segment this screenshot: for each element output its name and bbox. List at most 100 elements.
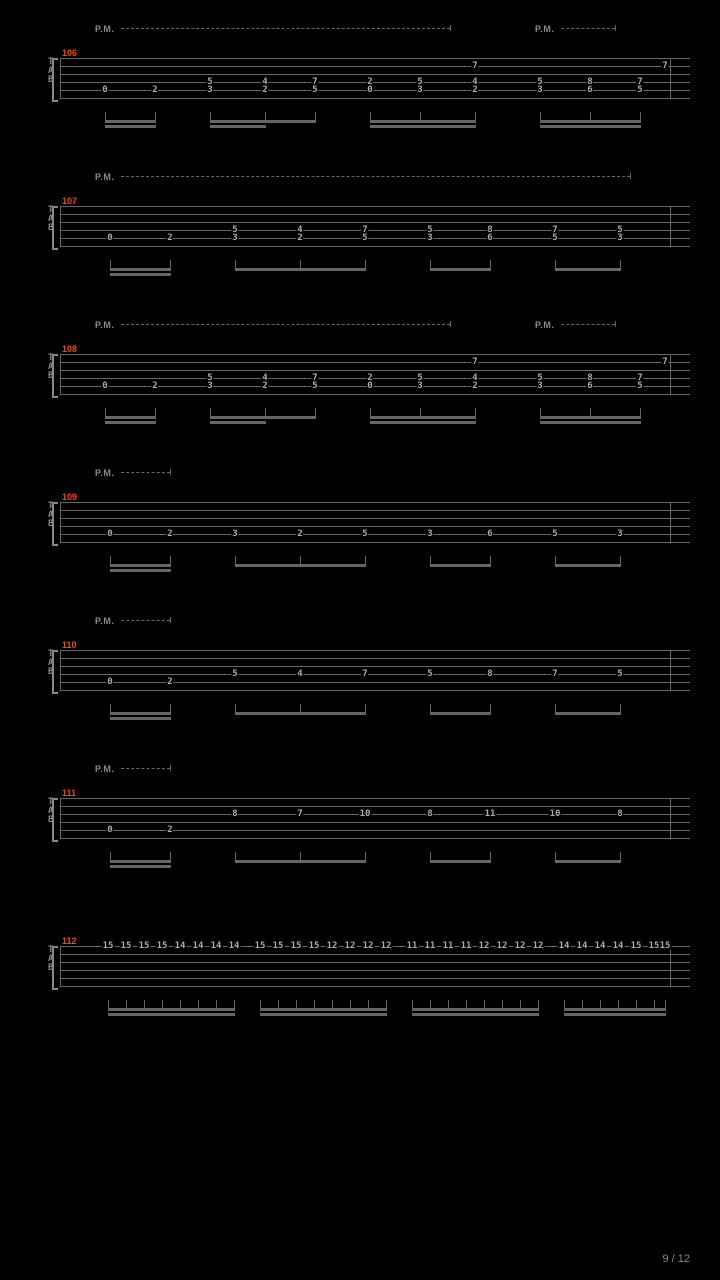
barline: [60, 946, 61, 986]
fret-number: 15: [254, 942, 267, 950]
beam: [555, 564, 621, 567]
fret-number: 14: [174, 942, 187, 950]
staff-line: [60, 238, 690, 239]
fret-number: 3: [231, 530, 238, 538]
staff-line: [60, 962, 690, 963]
beam: [430, 860, 491, 863]
fret-number: 3: [536, 382, 543, 390]
beam: [260, 1013, 387, 1016]
beam: [235, 268, 366, 271]
beam: [260, 1008, 387, 1011]
fret-number: 5: [426, 670, 433, 678]
bar-number: 112: [62, 936, 77, 946]
palm-mute-dashes: [561, 28, 615, 30]
staff-line: [60, 74, 690, 75]
fret-number: 4: [296, 670, 303, 678]
barline: [60, 798, 61, 838]
staff-line: [60, 798, 690, 799]
staff-line: [60, 230, 690, 231]
beam: [110, 569, 171, 572]
tab-measure: P.M.107TAB0253427553867553: [60, 188, 690, 288]
staff-line: [60, 838, 690, 839]
fret-number: 5: [551, 234, 558, 242]
staff-line: [60, 246, 690, 247]
tab-staff: [60, 502, 690, 542]
fret-number: 12: [326, 942, 339, 950]
fret-number: 3: [206, 86, 213, 94]
beam: [412, 1013, 539, 1016]
palm-mute-end: [170, 469, 171, 475]
tab-staff: [60, 650, 690, 690]
palm-mute-end: [450, 321, 451, 327]
beam: [105, 416, 156, 419]
fret-number: 5: [616, 670, 623, 678]
fret-number: 7: [661, 358, 668, 366]
palm-mute-label: P.M.: [95, 172, 114, 182]
fret-number: 12: [362, 942, 375, 950]
staff-line: [60, 822, 690, 823]
staff-line: [60, 954, 690, 955]
beam: [540, 416, 641, 419]
fret-number: 5: [636, 382, 643, 390]
barline: [670, 798, 671, 838]
fret-number: 2: [471, 382, 478, 390]
staff-line: [60, 354, 690, 355]
palm-mute-label: P.M.: [95, 616, 114, 626]
beam: [412, 1008, 539, 1011]
fret-number: 5: [231, 670, 238, 678]
fret-number: 2: [166, 678, 173, 686]
fret-number: 6: [486, 530, 493, 538]
palm-mute-label: P.M.: [95, 320, 114, 330]
fret-number: 0: [106, 234, 113, 242]
staff-line: [60, 206, 690, 207]
fret-number: 15: [272, 942, 285, 950]
barline: [670, 354, 671, 394]
barline: [670, 206, 671, 246]
staff-line: [60, 978, 690, 979]
fret-number: 2: [471, 86, 478, 94]
fret-number: 7: [361, 670, 368, 678]
beam: [210, 421, 266, 424]
fret-number: 14: [594, 942, 607, 950]
fret-number: 2: [151, 86, 158, 94]
staff-line: [60, 66, 690, 67]
barline: [60, 206, 61, 246]
staff-line: [60, 362, 690, 363]
staff-line: [60, 658, 690, 659]
beam: [370, 125, 476, 128]
fret-number: 11: [424, 942, 437, 950]
staff-bracket: [52, 798, 58, 842]
bar-number: 109: [62, 492, 77, 502]
staff-line: [60, 674, 690, 675]
beam: [210, 125, 266, 128]
staff-line: [60, 986, 690, 987]
fret-number: 11: [442, 942, 455, 950]
tab-measure: P.M.110TAB025475875: [60, 632, 690, 732]
fret-number: 15: [659, 942, 672, 950]
staff-line: [60, 394, 690, 395]
tab-measure: P.M.109TAB023253653: [60, 484, 690, 584]
beam: [555, 860, 621, 863]
fret-number: 11: [406, 942, 419, 950]
fret-number: 8: [426, 810, 433, 818]
staff-line: [60, 82, 690, 83]
fret-number: 0: [101, 382, 108, 390]
staff-line: [60, 510, 690, 511]
fret-number: 3: [616, 530, 623, 538]
fret-number: 12: [478, 942, 491, 950]
fret-number: 5: [311, 86, 318, 94]
barline: [670, 58, 671, 98]
fret-number: 3: [416, 86, 423, 94]
palm-mute-dashes: [121, 176, 630, 178]
fret-number: 14: [228, 942, 241, 950]
staff-line: [60, 502, 690, 503]
fret-number: 2: [261, 382, 268, 390]
tab-measure: P.M.111TAB028710811108: [60, 780, 690, 880]
fret-number: 14: [612, 942, 625, 950]
fret-number: 8: [616, 810, 623, 818]
palm-mute-label: P.M.: [535, 320, 554, 330]
barline: [60, 58, 61, 98]
beam: [108, 1013, 235, 1016]
fret-number: 6: [486, 234, 493, 242]
beam: [110, 268, 171, 271]
